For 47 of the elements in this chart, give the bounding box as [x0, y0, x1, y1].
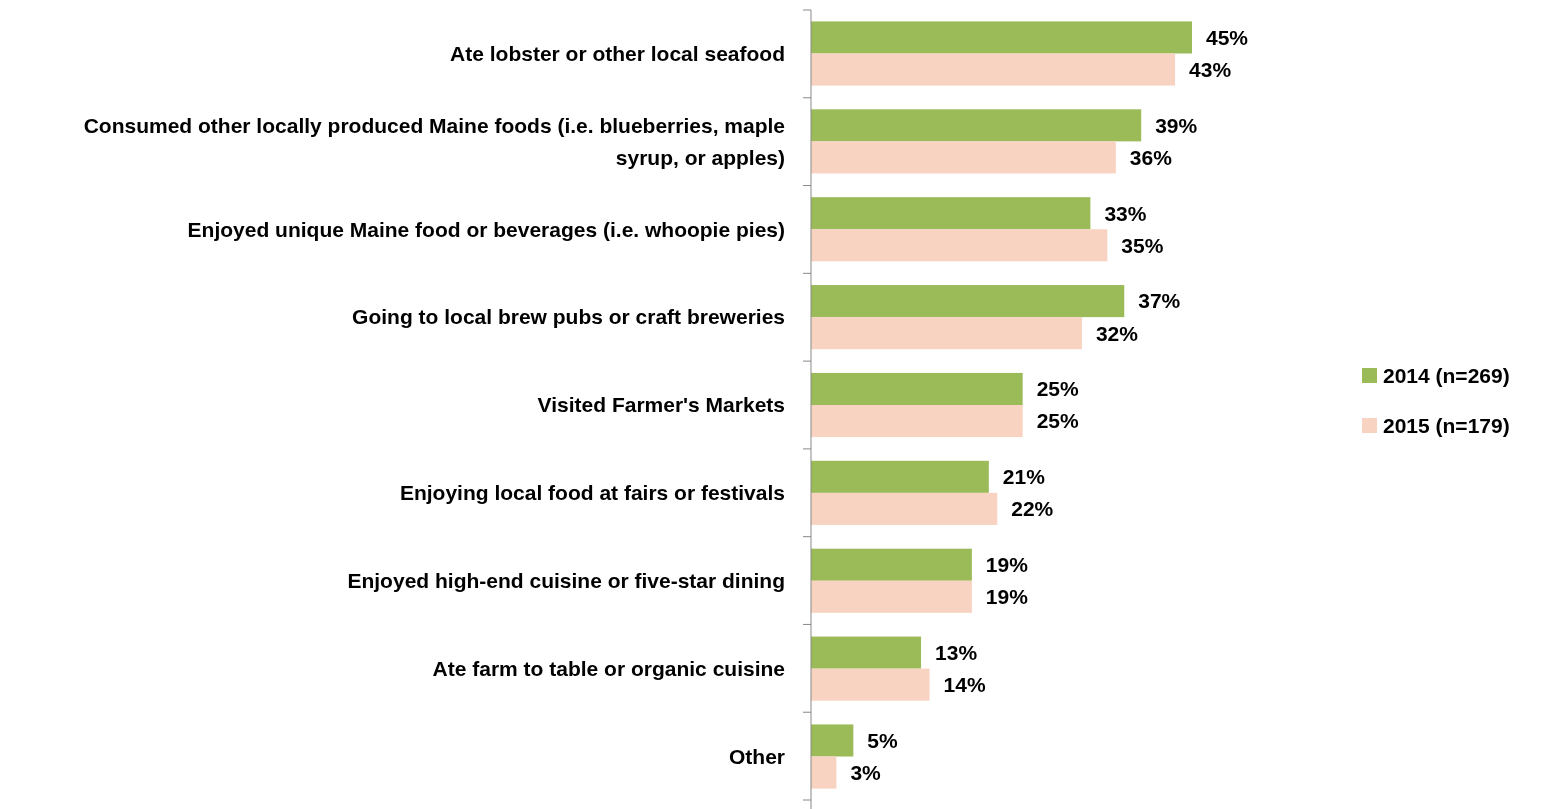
data-label: 21%	[1002, 465, 1046, 489]
data-label: 5%	[867, 728, 899, 752]
legend-label: 2015 (n=179)	[1383, 414, 1510, 438]
data-label: 37%	[1138, 289, 1181, 313]
bar	[811, 372, 1023, 405]
data-label: 19%	[985, 553, 1029, 577]
y-tick-label: Consumed other locally produced Maine foods (i.e. blueberries, maple syrup, or apples)	[83, 113, 785, 169]
data-label: 19%	[985, 585, 1029, 609]
data-label: 33%	[1104, 201, 1147, 225]
data-label: 3%	[850, 760, 882, 784]
bar	[811, 285, 1125, 318]
data-label: 32%	[1095, 321, 1139, 345]
bar	[811, 317, 1082, 350]
bar	[811, 229, 1108, 262]
bar	[811, 405, 1023, 438]
y-tick-label: Enjoying local food at fairs or festivals	[399, 481, 785, 505]
bar	[811, 21, 1192, 54]
data-label: 43%	[1189, 57, 1232, 81]
data-label: 25%	[1036, 409, 1080, 433]
bar	[811, 109, 1142, 142]
bar	[811, 580, 972, 613]
bar	[811, 756, 837, 789]
data-label: 14%	[943, 673, 986, 697]
y-tick-label: Ate farm to table or organic cuisine	[432, 656, 785, 680]
data-label: 35%	[1121, 233, 1164, 257]
y-tick-label: Going to local brew pubs or craft breweries	[352, 305, 785, 329]
bar	[811, 636, 922, 669]
bar	[811, 724, 854, 757]
data-label: 13%	[935, 640, 978, 664]
data-label: 36%	[1129, 145, 1173, 169]
y-tick-label: Enjoyed unique Maine food or beverages (i.e. whoopie pies)	[187, 217, 785, 241]
data-label: 39%	[1155, 113, 1198, 137]
bar	[811, 548, 972, 581]
data-label: 45%	[1206, 25, 1249, 49]
bar	[811, 141, 1116, 174]
y-tick-label: Enjoyed high-end cuisine or five-star dining	[347, 569, 785, 593]
y-tick-label: Other	[728, 744, 785, 768]
data-label: 22%	[1011, 497, 1054, 521]
y-tick-label: Ate lobster or other local seafood	[450, 41, 785, 65]
bar	[811, 197, 1091, 230]
bar	[811, 53, 1176, 86]
bar	[811, 460, 989, 493]
data-label: 25%	[1036, 377, 1080, 401]
bar	[811, 668, 930, 701]
legend-label: 2014 (n=269)	[1383, 364, 1510, 388]
y-tick-label: Visited Farmer's Markets	[537, 393, 785, 417]
bar	[811, 492, 998, 525]
